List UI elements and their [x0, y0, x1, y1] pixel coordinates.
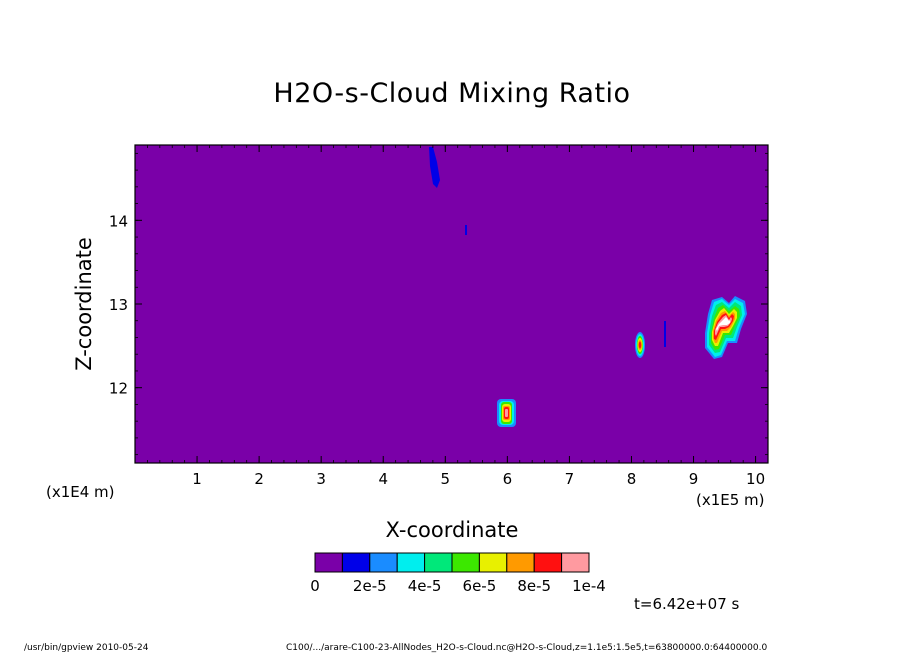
x-axis-title: X-coordinate [386, 518, 519, 542]
x-scale-label: (x1E5 m) [696, 491, 765, 509]
feature-cloud-x6 [497, 399, 516, 427]
footer-program: /usr/bin/gpview 2010-05-24 [24, 643, 149, 653]
colorbar-tick-label: 2e-5 [353, 577, 387, 595]
colorbar-tick-labels: 0 2e-5 4e-5 6e-5 8e-5 1e-4 [310, 577, 606, 595]
colorbar-tick-label: 6e-5 [463, 577, 497, 595]
colorbar-tick-label: 1e-4 [572, 577, 606, 595]
y-scale-label: (x1E4 m) [46, 483, 115, 501]
x-tick-label: 3 [316, 470, 326, 488]
colorbar-tick-label: 4e-5 [408, 577, 442, 595]
y-tick-label: 12 [109, 380, 128, 398]
colorbar-tick-label: 8e-5 [517, 577, 551, 595]
x-tick-label: 4 [378, 470, 388, 488]
colorbar-swatch [451, 552, 480, 573]
colorbar-swatch [561, 552, 590, 573]
feature-cloud-x9-5 [705, 296, 747, 359]
x-tick-label: 1 [192, 470, 202, 488]
plot-background [135, 145, 768, 463]
footer-source: C100/.../arare-C100-23-AllNodes_H2O-s-Cl… [286, 643, 767, 653]
x-tick-label: 6 [503, 470, 513, 488]
feature-small-blue-mark [465, 225, 467, 235]
colorbar-swatch [314, 552, 343, 573]
x-tick-label: 5 [441, 470, 451, 488]
y-tick-labels: 12 13 14 [109, 212, 128, 397]
x-tick-label: 8 [627, 470, 637, 488]
chart-title: H2O-s-Cloud Mixing Ratio [273, 78, 630, 109]
y-tick-label: 13 [109, 296, 128, 314]
colorbar-swatch [533, 552, 563, 573]
x-tick-label: 9 [689, 470, 699, 488]
cloud-features [429, 147, 747, 427]
colorbar-tick-label: 0 [310, 577, 320, 595]
y-tick-marks [135, 152, 768, 456]
x-tick-label: 10 [746, 470, 765, 488]
colorbar-swatch [396, 552, 426, 573]
x-tick-label: 2 [254, 470, 264, 488]
y-axis-title: Z-coordinate [72, 237, 96, 371]
x-tick-label: 7 [565, 470, 575, 488]
y-tick-label: 14 [109, 212, 128, 230]
colorbar-swatch [424, 552, 453, 573]
colorbar-swatch [341, 552, 371, 573]
colorbar-swatch [369, 552, 398, 573]
feature-blue-line [664, 321, 666, 347]
colorbar [314, 552, 590, 573]
time-label: t=6.42e+07 s [634, 595, 740, 613]
x-tick-marks [134, 145, 769, 463]
feature-blue-streak [429, 147, 440, 188]
feature-cloud-x8 [635, 332, 645, 358]
x-tick-labels: 1 2 3 4 5 6 7 8 9 10 [192, 470, 765, 488]
colorbar-swatch [478, 552, 508, 573]
colorbar-swatch [506, 552, 535, 573]
